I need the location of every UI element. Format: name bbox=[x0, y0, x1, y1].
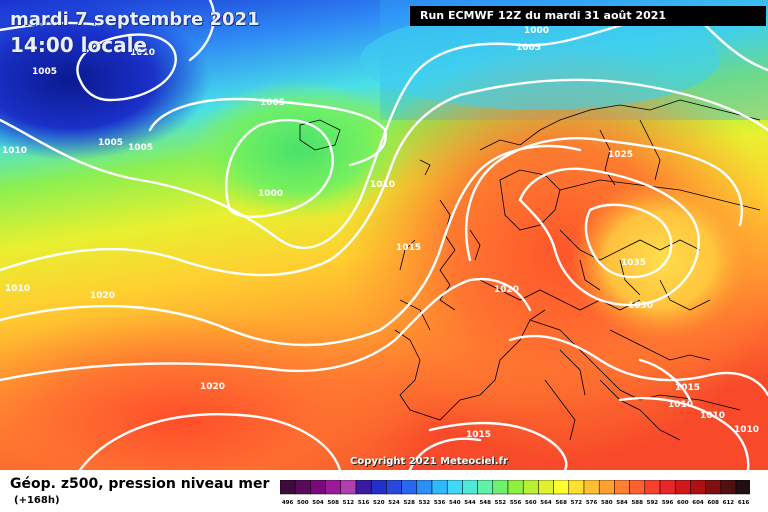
scale-swatch bbox=[492, 480, 509, 495]
scale-tick-label: 504 bbox=[312, 500, 324, 506]
isobar-label: 1005 bbox=[128, 143, 153, 153]
isobar-label: 1030 bbox=[628, 301, 653, 311]
scale-tick-label: 544 bbox=[464, 500, 476, 506]
isobar-label: 1020 bbox=[200, 382, 225, 392]
isobar-label: 1005 bbox=[260, 98, 285, 108]
scale-tick-label: 576 bbox=[586, 500, 598, 506]
scale-tick-label: 520 bbox=[373, 500, 385, 506]
scale-swatch bbox=[644, 480, 661, 495]
scale-swatch bbox=[659, 480, 676, 495]
scale-swatch bbox=[416, 480, 433, 495]
scale-tick-label: 568 bbox=[555, 500, 567, 506]
isobar-label: 1025 bbox=[608, 150, 633, 160]
weather-map: 1010 1000 1005 1005 1005 1005 1010 1005 … bbox=[0, 0, 768, 470]
scale-swatch bbox=[446, 480, 463, 495]
scale-tick-label: 600 bbox=[677, 500, 689, 506]
isobar-label: 1005 bbox=[32, 67, 57, 77]
scale-tick-label: 616 bbox=[738, 500, 750, 506]
isobar-labels: 1010 1000 1005 1005 1005 1005 1010 1005 … bbox=[2, 26, 759, 440]
scale-swatch bbox=[325, 480, 342, 495]
scale-swatch bbox=[401, 480, 418, 495]
scale-swatch bbox=[674, 480, 691, 495]
isobar-label: 1010 bbox=[130, 48, 155, 58]
coastlines bbox=[299, 99, 761, 441]
scale-swatch bbox=[462, 480, 478, 495]
scale-tick-label: 572 bbox=[571, 500, 583, 506]
scale-tick-label: 500 bbox=[297, 500, 309, 506]
scale-swatch bbox=[294, 480, 311, 495]
isobar-label: 1015 bbox=[466, 430, 491, 440]
isobar-label: 1005 bbox=[98, 138, 123, 148]
scale-tick-label: 564 bbox=[540, 500, 552, 506]
scale-tick-label: 528 bbox=[403, 500, 415, 506]
isobar-label: 1010 bbox=[668, 400, 693, 410]
legend-title: Géop. z500, pression niveau mer bbox=[10, 476, 270, 492]
forecast-time: 14:00 locale bbox=[10, 33, 147, 57]
scale-tick-label: 508 bbox=[327, 500, 339, 506]
model-run-label: Run ECMWF 12Z du mardi 31 août 2021 bbox=[410, 6, 766, 26]
scale-swatch bbox=[370, 480, 387, 495]
scale-swatch bbox=[553, 480, 570, 495]
isobar-label: 1010 bbox=[370, 180, 395, 190]
scale-swatch bbox=[280, 480, 296, 495]
scale-tick-label: 588 bbox=[631, 500, 643, 506]
isobar-label: 1015 bbox=[396, 243, 421, 253]
scale-swatch bbox=[538, 480, 554, 495]
isobar-label: 1000 bbox=[258, 189, 283, 199]
scale-swatch bbox=[431, 480, 448, 495]
scale-swatch bbox=[507, 480, 524, 495]
isobar-label: 1010 bbox=[5, 284, 30, 294]
scale-swatch bbox=[477, 480, 494, 495]
scale-swatch bbox=[629, 480, 646, 495]
scale-swatch bbox=[386, 480, 402, 495]
scale-tick-label: 532 bbox=[419, 500, 431, 506]
scale-tick-label: 604 bbox=[692, 500, 704, 506]
isobar-label: 1005 bbox=[516, 43, 541, 53]
isobar-label: 1000 bbox=[524, 26, 549, 36]
scale-tick-label: 580 bbox=[601, 500, 613, 506]
legend-footer: Géop. z500, pression niveau mer (+168h) … bbox=[0, 470, 768, 512]
scale-swatch bbox=[522, 480, 539, 495]
scale-tick-label: 592 bbox=[647, 500, 659, 506]
scale-tick-label: 540 bbox=[449, 500, 461, 506]
scale-swatch bbox=[340, 480, 357, 495]
scale-tick-label: 612 bbox=[723, 500, 735, 506]
scale-tick-label: 560 bbox=[525, 500, 537, 506]
scale-swatch bbox=[598, 480, 615, 495]
isobars bbox=[698, 18, 768, 72]
scale-tick-label: 516 bbox=[358, 500, 370, 506]
isobar-label: 1020 bbox=[494, 285, 519, 295]
scale-swatch bbox=[583, 480, 600, 495]
scale-tick-label: 584 bbox=[616, 500, 628, 506]
scale-tick-label: 536 bbox=[434, 500, 446, 506]
scale-tick-label: 496 bbox=[282, 500, 294, 506]
isobar-label: 1010 bbox=[2, 146, 27, 156]
isobar-label: 1010 bbox=[734, 425, 759, 435]
isobar-label: 1015 bbox=[675, 383, 700, 393]
scale-tick-label: 552 bbox=[495, 500, 507, 506]
color-scale: 496 500 504 508 512 516 520 524 528 532 536 540 544 5… bbox=[280, 480, 750, 506]
scale-swatch bbox=[310, 480, 326, 495]
scale-tick-label: 524 bbox=[388, 500, 400, 506]
isobar-label: 1035 bbox=[621, 258, 646, 268]
scale-tick-label: 556 bbox=[510, 500, 522, 506]
scale-swatch bbox=[720, 480, 737, 495]
scale-swatch bbox=[690, 480, 706, 495]
scale-swatch bbox=[568, 480, 585, 495]
isobar-label: 1010 bbox=[700, 411, 725, 421]
scale-swatch bbox=[705, 480, 722, 495]
copyright-text: Copyright 2021 Meteociel.fr bbox=[350, 456, 508, 467]
isobar-label: 1020 bbox=[90, 291, 115, 301]
scale-swatch bbox=[355, 480, 372, 495]
scale-tick-label: 596 bbox=[662, 500, 674, 506]
scale-tick-label: 548 bbox=[479, 500, 491, 506]
scale-swatch bbox=[735, 480, 750, 495]
scale-swatch bbox=[614, 480, 630, 495]
scale-tick-label: 608 bbox=[707, 500, 719, 506]
scale-tick-label: 512 bbox=[343, 500, 355, 506]
forecast-lead-time: (+168h) bbox=[14, 495, 60, 506]
forecast-date: mardi 7 septembre 2021 bbox=[10, 9, 260, 30]
